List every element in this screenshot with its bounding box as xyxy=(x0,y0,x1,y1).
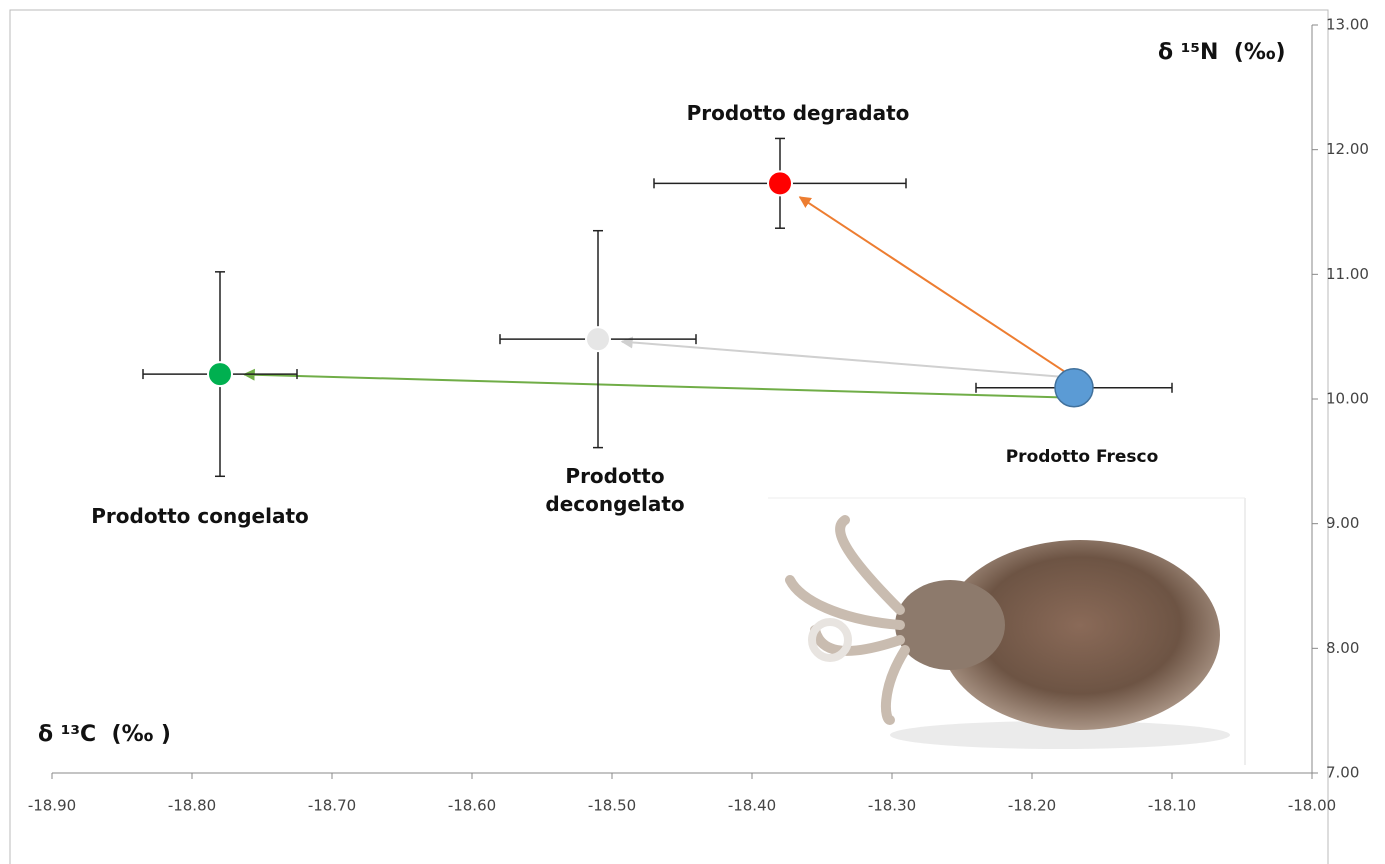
x-tick-label: -18.50 xyxy=(588,797,636,815)
point xyxy=(767,170,793,197)
y-tick-label: 12.00 xyxy=(1326,140,1369,158)
x-tick-label: -18.70 xyxy=(308,797,356,815)
point xyxy=(207,361,233,388)
y-tick-label: 10.00 xyxy=(1326,390,1369,408)
y-axis-label: δ ¹⁵N (‰) xyxy=(1158,40,1286,65)
y-tick-label: 8.00 xyxy=(1326,639,1359,657)
y-tick-label: 13.00 xyxy=(1326,16,1369,34)
point xyxy=(585,326,611,353)
x-tick-label: -18.20 xyxy=(1008,797,1056,815)
point-label: Prodotto congelato xyxy=(91,504,309,529)
photo xyxy=(768,497,1246,765)
arrow xyxy=(798,196,1075,379)
y-tick-label: 9.00 xyxy=(1326,514,1359,532)
point-label: Prodotto Fresco xyxy=(1005,446,1159,467)
point-label: Prodotto degradato xyxy=(686,101,910,126)
arrow xyxy=(242,368,1075,399)
x-axis-label: δ ¹³C (‰ ) xyxy=(38,722,171,747)
x-tick-label: -18.80 xyxy=(168,797,216,815)
x-tick-label: -18.90 xyxy=(28,797,76,815)
chart-frame xyxy=(9,9,1329,864)
y-tick-label: 7.00 xyxy=(1326,764,1359,782)
x-tick-label: -18.00 xyxy=(1288,797,1336,815)
y-tick-label: 11.00 xyxy=(1326,265,1369,283)
x-tick-label: -18.60 xyxy=(448,797,496,815)
point xyxy=(1054,368,1094,408)
arrow xyxy=(620,336,1075,379)
x-tick-label: -18.40 xyxy=(728,797,776,815)
point-label: Prodotto decongelato xyxy=(545,464,685,517)
x-tick-label: -18.10 xyxy=(1148,797,1196,815)
x-tick-label: -18.30 xyxy=(868,797,916,815)
